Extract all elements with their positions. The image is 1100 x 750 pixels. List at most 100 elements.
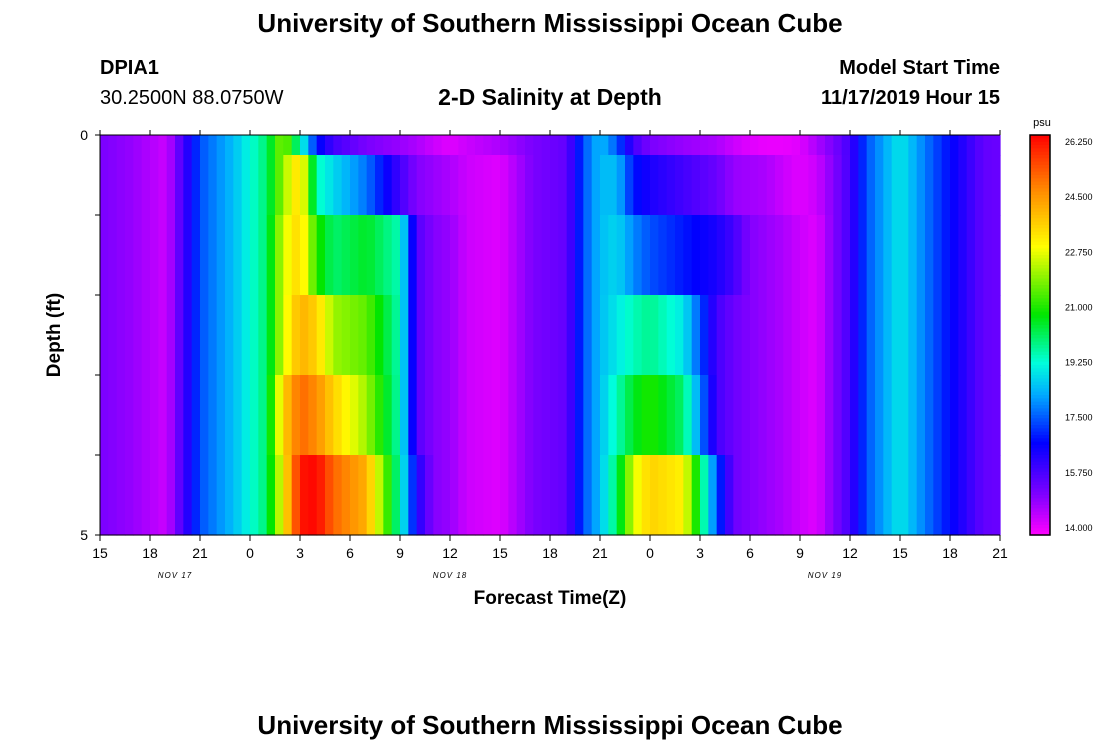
heatmap-cell [175, 375, 184, 456]
colorbar-segment [1030, 348, 1050, 353]
heatmap-cell [766, 295, 776, 376]
heatmap-cell [683, 155, 693, 216]
heatmap-cell [416, 215, 426, 296]
heatmap-cell [341, 295, 351, 376]
heatmap-cell [250, 295, 259, 376]
heatmap-cell [391, 295, 401, 376]
colorbar-segment [1030, 375, 1050, 379]
heatmap-cell [800, 135, 809, 156]
heatmap-cell [400, 155, 409, 216]
heatmap-cell [266, 135, 276, 156]
heatmap-cell [975, 135, 984, 156]
heatmap-cell [200, 215, 209, 296]
colorbar-segment [1030, 398, 1050, 403]
heatmap-cell [241, 135, 251, 156]
heatmap-cell [708, 155, 718, 216]
heatmap-cell [950, 155, 959, 216]
heatmap-cell [191, 295, 201, 376]
colorbar-segment [1030, 285, 1050, 289]
heatmap-cell [741, 455, 751, 536]
heatmap-cell [191, 135, 201, 156]
heatmap-cell [491, 295, 501, 376]
heatmap-cell [575, 455, 584, 536]
colorbar-segment [1030, 525, 1050, 529]
heatmap-cell [558, 135, 568, 156]
heatmap-cell [775, 455, 784, 536]
heatmap-cell [325, 455, 334, 536]
colorbar-segment [1030, 338, 1050, 343]
colorbar-segment [1030, 418, 1050, 423]
heatmap-cell [716, 135, 726, 156]
heatmap-cell [900, 215, 909, 296]
heatmap-cell [200, 135, 209, 156]
heatmap-cell [258, 155, 268, 216]
heatmap-cell [250, 455, 259, 536]
heatmap-cell [983, 155, 993, 216]
heatmap-cell [766, 375, 776, 456]
heatmap-cell [200, 375, 209, 456]
colorbar-segment [1030, 158, 1050, 163]
heatmap-cell [233, 455, 243, 536]
x-tick-label: 12 [442, 545, 458, 561]
heatmap-cell [225, 135, 234, 156]
heatmap-cell [608, 455, 618, 536]
colorbar-segment [1030, 311, 1050, 316]
heatmap-cell [541, 375, 551, 456]
heatmap-cell [241, 375, 251, 456]
colorbar-segment [1030, 215, 1050, 219]
colorbar-segment [1030, 305, 1050, 309]
heatmap-cell [933, 135, 943, 156]
colorbar-segment [1030, 151, 1050, 156]
heatmap-cell [866, 135, 876, 156]
colorbar-segment [1030, 211, 1050, 216]
heatmap-cell [441, 455, 451, 536]
heatmap-cell [583, 455, 593, 536]
heatmap-cell [508, 295, 518, 376]
x-tick-label: 3 [296, 545, 304, 561]
heatmap-cell [583, 375, 593, 456]
heatmap-cell [475, 455, 484, 536]
y-tick-label: 0 [80, 127, 88, 143]
heatmap-cell [600, 295, 609, 376]
heatmap-cell [216, 295, 226, 376]
heatmap-cell [916, 295, 926, 376]
colorbar-segment [1030, 451, 1050, 456]
heatmap-cell [500, 215, 509, 296]
heatmap-cell [366, 455, 376, 536]
heatmap-cell [916, 455, 926, 536]
heatmap-cell [716, 455, 726, 536]
heatmap-cell [166, 375, 176, 456]
heatmap-cell [500, 135, 509, 156]
heatmap-cell [591, 455, 601, 536]
heatmap-cell [941, 375, 951, 456]
heatmap-cell [125, 155, 134, 216]
heatmap-cell [808, 375, 818, 456]
heatmap-cell [133, 455, 143, 536]
colorbar-segment [1030, 521, 1050, 526]
heatmap-cell [300, 375, 309, 456]
heatmap-cell [825, 135, 834, 156]
heatmap-cell [875, 455, 884, 536]
colorbar-segment [1030, 388, 1050, 393]
heatmap-cell [816, 215, 826, 296]
heatmap-cell [583, 215, 593, 296]
model-start-label: Model Start Time [839, 57, 1000, 79]
heatmap-cell [500, 455, 509, 536]
heatmap-cell [191, 375, 201, 456]
colorbar-segment [1030, 518, 1050, 523]
heatmap-cell [783, 155, 793, 216]
heatmap-cell [366, 295, 376, 376]
heatmap-cell [850, 455, 859, 536]
heatmap-cell [758, 295, 768, 376]
colorbar-segment [1030, 471, 1050, 476]
heatmap-cell [333, 375, 343, 456]
heatmap-cell [833, 295, 843, 376]
heatmap-cell [491, 155, 501, 216]
heatmap-cell [700, 375, 709, 456]
heatmap-cell [641, 455, 651, 536]
heatmap-cell [616, 215, 626, 296]
heatmap-cell [466, 155, 476, 216]
heatmap-cell [958, 455, 968, 536]
heatmap-cell [650, 155, 659, 216]
colorbar-segment [1030, 491, 1050, 496]
